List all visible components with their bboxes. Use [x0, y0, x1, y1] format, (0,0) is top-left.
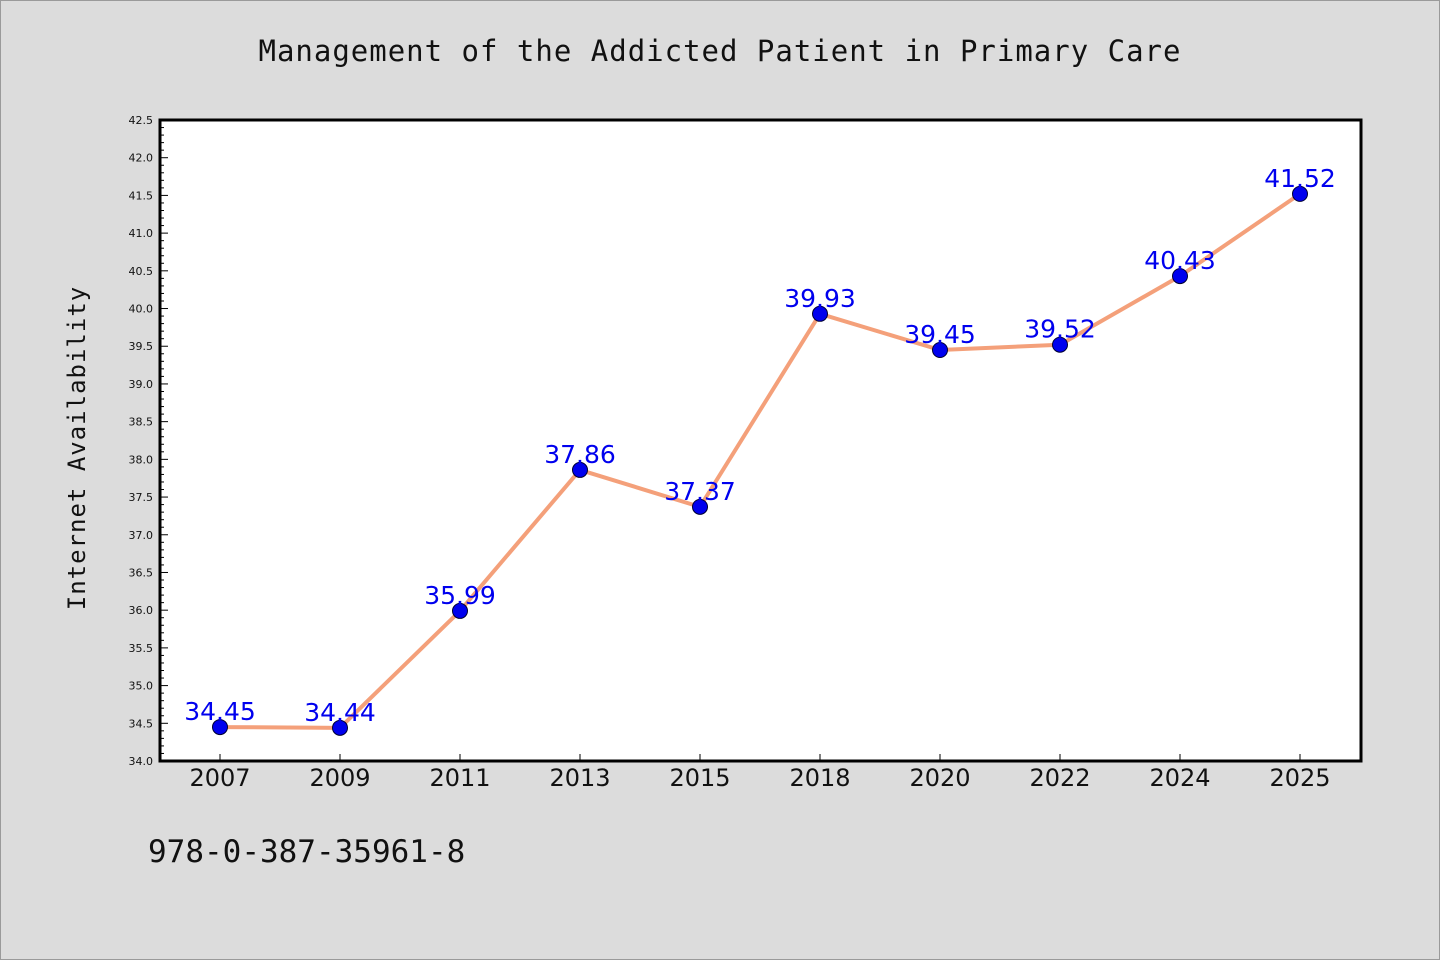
x-tick-label: 2007 — [189, 764, 250, 792]
data-point — [332, 719, 348, 736]
y-tick-label: 38.0 — [129, 453, 154, 466]
data-label: 39.45 — [904, 320, 976, 349]
y-axis-title: Internet Availability — [63, 286, 91, 610]
data-label-layer: 34.45 34.44 35.99 37.86 37.37 39.93 39.45 39.52… — [184, 164, 1336, 727]
data-point — [692, 498, 708, 515]
data-label: 37.37 — [664, 477, 736, 506]
y-tick-label: 42.5 — [129, 114, 154, 127]
plot-area — [158, 118, 1363, 763]
data-point — [932, 342, 948, 359]
x-tick-label: 2018 — [789, 764, 850, 792]
y-tick-label: 35.0 — [129, 680, 154, 693]
chart-title: Management of the Addicted Patient in Pr… — [258, 34, 1182, 68]
y-axis-ticks: 34.0 34.5 35.0 35.5 36.0 36.5 37.0 37.5 38.0 38.5… — [129, 114, 168, 768]
data-point — [452, 602, 468, 619]
x-tick-label: 2015 — [669, 764, 730, 792]
y-tick-label: 37.5 — [129, 491, 154, 504]
data-label: 41.52 — [1264, 164, 1336, 193]
series-line — [218, 191, 1302, 730]
x-tick-label: 2020 — [909, 764, 970, 792]
footer-code: 978-0-387-35961-8 — [148, 834, 466, 870]
x-tick-label: 2025 — [1269, 764, 1330, 792]
data-label: 37.86 — [544, 440, 616, 469]
x-tick-label: 2011 — [429, 764, 490, 792]
y-tick-label: 38.5 — [129, 416, 154, 429]
y-tick-label: 40.0 — [129, 303, 154, 316]
data-point — [212, 719, 228, 736]
y-tick-label: 41.5 — [129, 189, 154, 202]
data-point — [572, 461, 588, 478]
data-label: 39.52 — [1024, 315, 1096, 344]
y-tick-label: 40.5 — [129, 265, 154, 278]
x-tick-label: 2013 — [549, 764, 610, 792]
y-tick-label: 34.0 — [129, 755, 154, 768]
y-tick-label: 35.5 — [129, 642, 154, 655]
x-tick-label: 2022 — [1029, 764, 1090, 792]
data-point — [1292, 185, 1308, 202]
y-tick-label: 42.0 — [129, 152, 154, 165]
data-label: 39.93 — [784, 284, 856, 313]
y-tick-label: 37.0 — [129, 529, 154, 542]
y-tick-label: 39.0 — [129, 378, 154, 391]
data-point — [1172, 268, 1188, 285]
x-axis-ticks: 2007 2009 2011 2013 2015 2018 2020 2022 2024 2025 — [189, 754, 1331, 792]
y-tick-label: 34.5 — [129, 717, 154, 730]
x-tick-label: 2024 — [1149, 764, 1210, 792]
data-label: 34.45 — [184, 697, 256, 726]
data-label: 35.99 — [424, 581, 496, 610]
y-tick-label: 36.5 — [129, 566, 154, 579]
y-tick-label: 39.5 — [129, 340, 154, 353]
y-tick-label: 41.0 — [129, 227, 154, 240]
data-point — [1052, 336, 1068, 353]
series-layer — [212, 185, 1308, 736]
x-tick-label: 2009 — [309, 764, 370, 792]
y-tick-label: 36.0 — [129, 604, 154, 617]
data-point — [812, 305, 828, 322]
data-label: 40.43 — [1144, 246, 1216, 275]
data-label: 34.44 — [304, 698, 376, 727]
